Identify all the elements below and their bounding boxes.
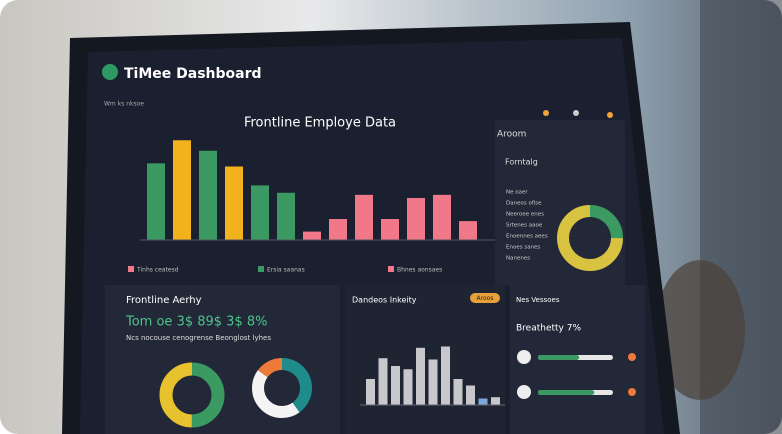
icon <box>607 112 613 118</box>
side-label: Nanenes <box>506 256 530 262</box>
legend-label: Tinhs ceatesd <box>136 267 179 274</box>
icon <box>543 110 549 116</box>
bar <box>199 150 217 240</box>
progress-title: Nes Vessoes <box>516 296 560 304</box>
bar <box>403 369 413 405</box>
activity-title: Frontline Aerhy <box>126 295 202 306</box>
bar <box>478 398 488 405</box>
bar <box>366 379 375 405</box>
side-subtitle: Forntalg <box>505 158 538 167</box>
bar <box>428 359 438 405</box>
bar <box>173 140 191 240</box>
bar <box>416 347 425 405</box>
bar <box>329 219 347 240</box>
bar <box>391 366 400 405</box>
logo <box>102 64 118 80</box>
progress-fill <box>538 390 595 395</box>
bar <box>147 163 165 240</box>
side-label: Daneos ofise <box>506 201 542 207</box>
bar <box>441 346 450 405</box>
progress-fill <box>538 355 580 360</box>
bar <box>303 231 321 240</box>
progress-dot <box>628 353 636 361</box>
donut-segment <box>252 358 312 418</box>
bar <box>378 358 388 405</box>
bar <box>277 192 295 240</box>
side-label: Srtenes aaoe <box>506 223 543 229</box>
legend-swatch <box>388 266 394 272</box>
progress-subtitle: Breathetty 7% <box>516 324 581 334</box>
bar <box>453 379 463 405</box>
badge <box>470 293 500 303</box>
bar <box>407 198 425 240</box>
bar <box>355 194 373 240</box>
progress-icon <box>517 350 531 364</box>
bar <box>251 185 269 240</box>
section-title: Frontline Employe Data <box>244 116 396 131</box>
progress-icon <box>517 385 531 399</box>
legend-label: Bhnes aonsaes <box>397 267 442 274</box>
bar <box>466 385 475 405</box>
legend-swatch <box>258 266 264 272</box>
side-label: Enoes sanes <box>506 245 540 251</box>
legend-label: Ersia saanas <box>267 267 305 274</box>
activity-panel <box>105 285 340 434</box>
side-label: Enoennes aees <box>506 234 548 240</box>
progress-dot <box>628 388 636 396</box>
side-label: Neeroee enes <box>506 212 544 218</box>
bar <box>433 194 451 240</box>
donut-segment <box>252 358 312 418</box>
app-title: TiMee Dashboard <box>124 66 262 82</box>
bar <box>459 221 477 240</box>
nav-text: Wm ks nksoe <box>104 101 144 108</box>
side-title: Aroom <box>497 130 526 140</box>
bar <box>491 397 500 405</box>
activity-note: Ncs nocouse cenogrense Beonglost lyhes <box>126 334 271 342</box>
badge-text: Aroos <box>477 295 494 302</box>
person-blur <box>655 260 745 400</box>
icon <box>573 110 579 116</box>
bar <box>381 219 399 240</box>
donut-segment <box>557 205 623 271</box>
inventory-title: Dandeos Inkeity <box>352 296 417 305</box>
legend-swatch <box>128 266 134 272</box>
donut-segment <box>159 362 225 428</box>
activity-stats: Tom oe 3$ 89$ 3$ 8% <box>125 315 267 330</box>
side-label: Ne oaer <box>506 190 528 196</box>
bar <box>225 166 243 240</box>
